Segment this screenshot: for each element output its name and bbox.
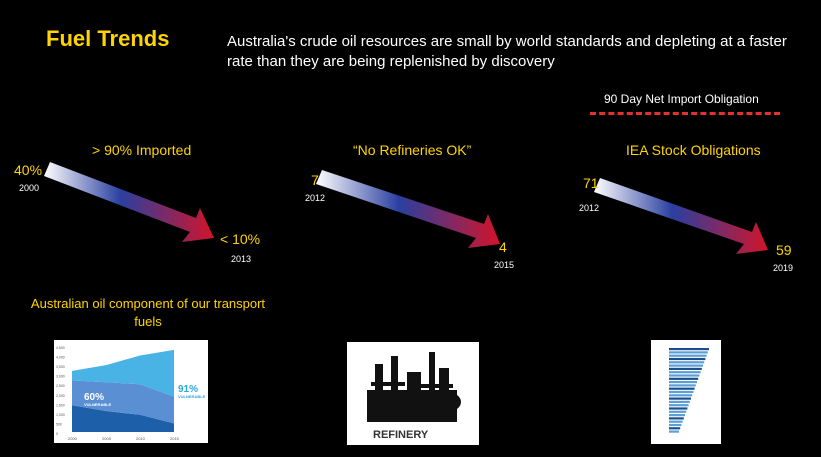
iea-bar [669, 404, 689, 407]
refinery-image: REFINERY [347, 342, 479, 445]
oil-area-chart: 4,500 4,000 3,500 3,000 2,500 2,000 1,500 1,000… [56, 346, 206, 441]
iea-bar-chart-icon [669, 348, 709, 433]
iea-bar [669, 397, 691, 400]
iea-bar [669, 427, 681, 430]
y-tick-label: 2,000 [56, 394, 65, 398]
iea-bar [669, 351, 708, 354]
iea-bar [669, 414, 685, 417]
trend2-end-year: 2015 [494, 260, 515, 270]
y-tick-label: 4,000 [56, 356, 65, 360]
page-subtitle: Australia's crude oil resources are smal… [227, 33, 787, 70]
trend-heading-imported: > 90% Imported [92, 142, 192, 158]
iea-bar [669, 367, 702, 370]
iea-bar [669, 377, 699, 380]
iea-bar [669, 423, 682, 427]
iea-bar [669, 381, 697, 384]
x-tick-label: 2005 [102, 436, 112, 441]
iea-bar [669, 394, 693, 397]
trend3-start-year: 2012 [579, 203, 600, 213]
iea-bar [669, 390, 694, 394]
iea-bar [669, 374, 700, 377]
iea-bar [669, 348, 709, 351]
iea-bar [669, 410, 687, 413]
y-tick-label: 4,500 [56, 346, 65, 350]
iea-bar [669, 400, 690, 403]
trend1-start-year: 2000 [19, 183, 40, 193]
annotation-right-pct: 91% [178, 384, 198, 395]
oil-component-label: Australian oil component of our transpor… [30, 296, 266, 329]
iea-bar [669, 354, 707, 357]
trend-heading-refineries: “No Refineries OK” [353, 142, 472, 158]
x-tick-label: 2010 [136, 436, 146, 441]
trend2-end-value: 4 [499, 239, 507, 255]
iea-bar [669, 364, 703, 367]
iea-stock-chart-thumbnail [651, 340, 721, 444]
iea-bar [669, 371, 701, 374]
annotation-left-pct: 60% [84, 392, 104, 403]
annotation-left-note: VULNERABLE [84, 402, 112, 407]
y-tick-label: 500 [56, 422, 62, 426]
y-tick-label: 3,500 [56, 365, 65, 369]
area-series-0 [72, 405, 174, 432]
legend-dashed-line [590, 112, 780, 115]
trend3-end-value: 59 [776, 242, 792, 258]
annotation-right-note: VULNERABLE [178, 394, 206, 399]
trend2-start-year: 2012 [305, 193, 326, 203]
y-tick-label: 2,500 [56, 384, 65, 388]
page-title: Fuel Trends [46, 26, 170, 51]
y-tick-label: 0 [56, 432, 58, 436]
iea-bar [669, 420, 683, 423]
trend1-end-value: < 10% [220, 231, 261, 247]
oil-component-chart: 4,500 4,000 3,500 3,000 2,500 2,000 1,500 1,000… [54, 340, 208, 443]
trend2-start-value: 7 [311, 172, 319, 188]
y-tick-label: 1,500 [56, 403, 65, 407]
iea-bar [669, 384, 696, 387]
y-tick-label: 3,000 [56, 375, 65, 379]
legend-label: 90 Day Net Import Obligation [604, 92, 759, 106]
iea-bar [669, 430, 679, 433]
refinery-label: REFINERY [373, 429, 429, 441]
trend-heading-iea: IEA Stock Obligations [626, 142, 761, 158]
iea-bar [669, 387, 695, 390]
refinery-icon: REFINERY [367, 352, 461, 441]
trend3-end-year: 2019 [773, 263, 794, 273]
trend1-end-year: 2013 [231, 254, 252, 264]
iea-bar [669, 407, 688, 410]
iea-bar [669, 357, 706, 361]
iea-bar [669, 361, 705, 364]
area-series-2 [72, 349, 174, 397]
iea-bar [669, 417, 684, 420]
x-tick-label: 2015 [170, 436, 180, 441]
x-tick-label: 2000 [68, 436, 78, 441]
area-series-1 [72, 380, 174, 424]
trend3-start-value: 71 [583, 175, 599, 191]
trend1-start-value: 40% [14, 162, 43, 178]
y-tick-label: 1,000 [56, 413, 65, 417]
